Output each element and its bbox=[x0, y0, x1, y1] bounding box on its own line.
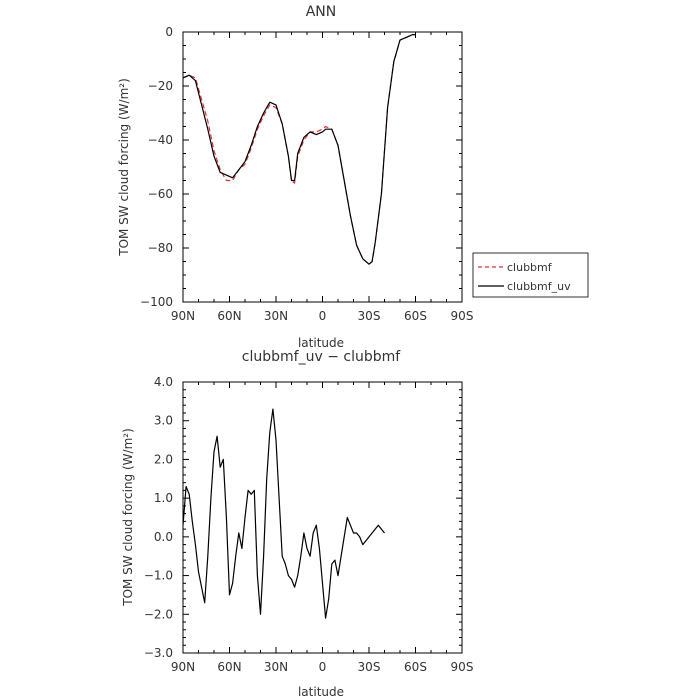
top-y-tick-label: 0 bbox=[165, 25, 173, 39]
top-x-tick-label: 0 bbox=[319, 309, 327, 323]
top-y-tick-label: −20 bbox=[148, 79, 173, 93]
bottom-y-tick-labels: 4.0 3.0 2.0 1.0 0.0 −1.0 −2.0 −3.0 bbox=[144, 375, 173, 660]
bottom-x-tick-label: 90S bbox=[451, 660, 474, 674]
top-x-tick-label: 60N bbox=[217, 309, 241, 323]
bottom-y-tick-label: −3.0 bbox=[144, 646, 173, 660]
bottom-y-tick-label: 2.0 bbox=[154, 452, 173, 466]
bottom-x-tick-label: 60S bbox=[404, 660, 427, 674]
bottom-y-axis-label: TOM SW cloud forcing (W/m²) bbox=[121, 428, 135, 607]
top-x-tick-labels: 90N 60N 30N 0 30S 60S 90S bbox=[171, 309, 474, 323]
top-y-tick-label: −60 bbox=[148, 187, 173, 201]
bottom-x-tick-label: 30N bbox=[264, 660, 288, 674]
top-x-tick-label: 30N bbox=[264, 309, 288, 323]
bottom-chart-title: clubbmf_uv − clubbmf bbox=[242, 349, 401, 365]
bottom-y-tick-label: 0.0 bbox=[154, 530, 173, 544]
top-panel: ANN 90N 60N 30N 0 30S 60S 90S 0 −20 −40 −60 −80 −10… bbox=[117, 4, 589, 350]
top-y-tick-label: −80 bbox=[148, 241, 173, 255]
top-legend: clubbmf clubbmf_uv bbox=[472, 252, 589, 298]
top-x-tick-label: 90N bbox=[171, 309, 195, 323]
bottom-x-axis-label: latitude bbox=[298, 685, 344, 699]
bottom-x-tick-label: 30S bbox=[358, 660, 381, 674]
bottom-x-tick-labels: 90N 60N 30N 0 30S 60S 90S bbox=[171, 660, 474, 674]
bottom-axes bbox=[182, 381, 463, 654]
bottom-y-tick-label: −2.0 bbox=[144, 607, 173, 621]
bottom-x-tick-label: 90N bbox=[171, 660, 195, 674]
top-y-tick-labels: 0 −20 −40 −60 −80 −100 bbox=[140, 25, 173, 309]
bottom-x-tick-label: 0 bbox=[319, 660, 327, 674]
bottom-y-tick-label: 3.0 bbox=[154, 414, 173, 428]
top-y-tick-label: −100 bbox=[140, 295, 173, 309]
bottom-series-line-difference bbox=[182, 408, 385, 619]
top-x-tick-label: 30S bbox=[358, 309, 381, 323]
top-plot-frame bbox=[182, 31, 463, 303]
top-series-lines bbox=[182, 34, 416, 265]
top-axes bbox=[182, 31, 463, 303]
top-x-axis-label: latitude bbox=[298, 336, 344, 350]
bottom-x-tick-label: 60N bbox=[217, 660, 241, 674]
bottom-plot-frame bbox=[182, 381, 463, 654]
legend-box bbox=[472, 252, 589, 298]
top-y-axis-label: TOM SW cloud forcing (W/m²) bbox=[117, 78, 131, 257]
top-y-tick-label: −40 bbox=[148, 133, 173, 147]
top-x-tick-label: 60S bbox=[404, 309, 427, 323]
legend-label-clubbmf: clubbmf bbox=[507, 261, 553, 274]
bottom-y-tick-label: 1.0 bbox=[154, 491, 173, 505]
legend-label-clubbmf-uv: clubbmf_uv bbox=[507, 280, 571, 293]
top-series-line-clubbmf-uv bbox=[182, 34, 416, 265]
bottom-y-tick-label: 4.0 bbox=[154, 375, 173, 389]
bottom-series-lines bbox=[182, 408, 385, 619]
bottom-y-tick-label: −1.0 bbox=[144, 569, 173, 583]
top-chart-title: ANN bbox=[306, 4, 337, 20]
bottom-panel: clubbmf_uv − clubbmf 90N 60N 30N 0 30S 60S 90S… bbox=[121, 349, 473, 699]
top-x-tick-label: 90S bbox=[451, 309, 474, 323]
